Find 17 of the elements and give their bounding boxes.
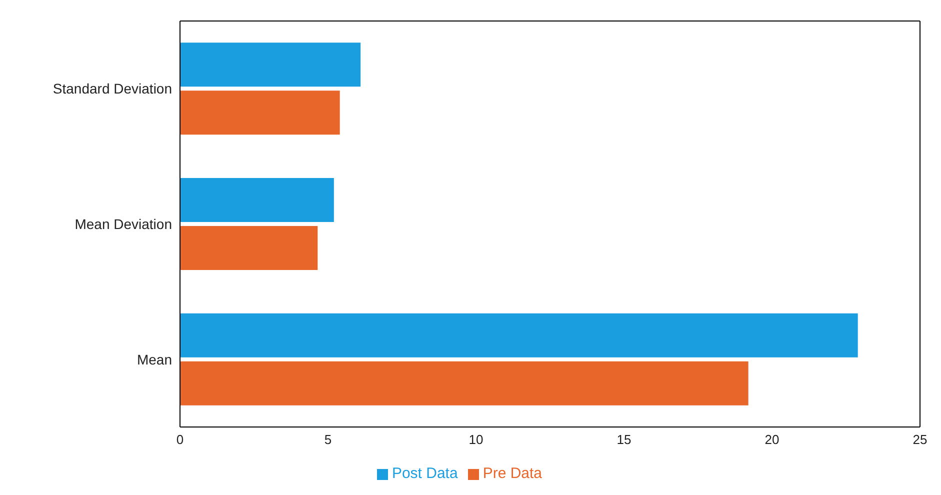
legend-label: Post Data — [392, 465, 458, 482]
x-tick-label: 20 — [764, 432, 780, 448]
bar — [180, 313, 858, 358]
x-tick-label: 0 — [176, 432, 184, 448]
x-tick-label: 25 — [912, 432, 928, 448]
x-tick-label: 15 — [616, 432, 632, 448]
bar — [180, 178, 334, 222]
bar — [180, 42, 361, 87]
bar — [180, 90, 340, 135]
bar — [180, 226, 318, 270]
y-tick-label: Mean — [136, 351, 172, 368]
x-tick-label: 10 — [468, 432, 484, 448]
y-tick-label: Standard Deviation — [52, 80, 172, 97]
y-tick-label: Mean Deviation — [74, 216, 172, 232]
legend-label: Pre Data — [482, 465, 542, 482]
bar — [180, 361, 748, 406]
x-tick-label: 5 — [324, 432, 332, 448]
